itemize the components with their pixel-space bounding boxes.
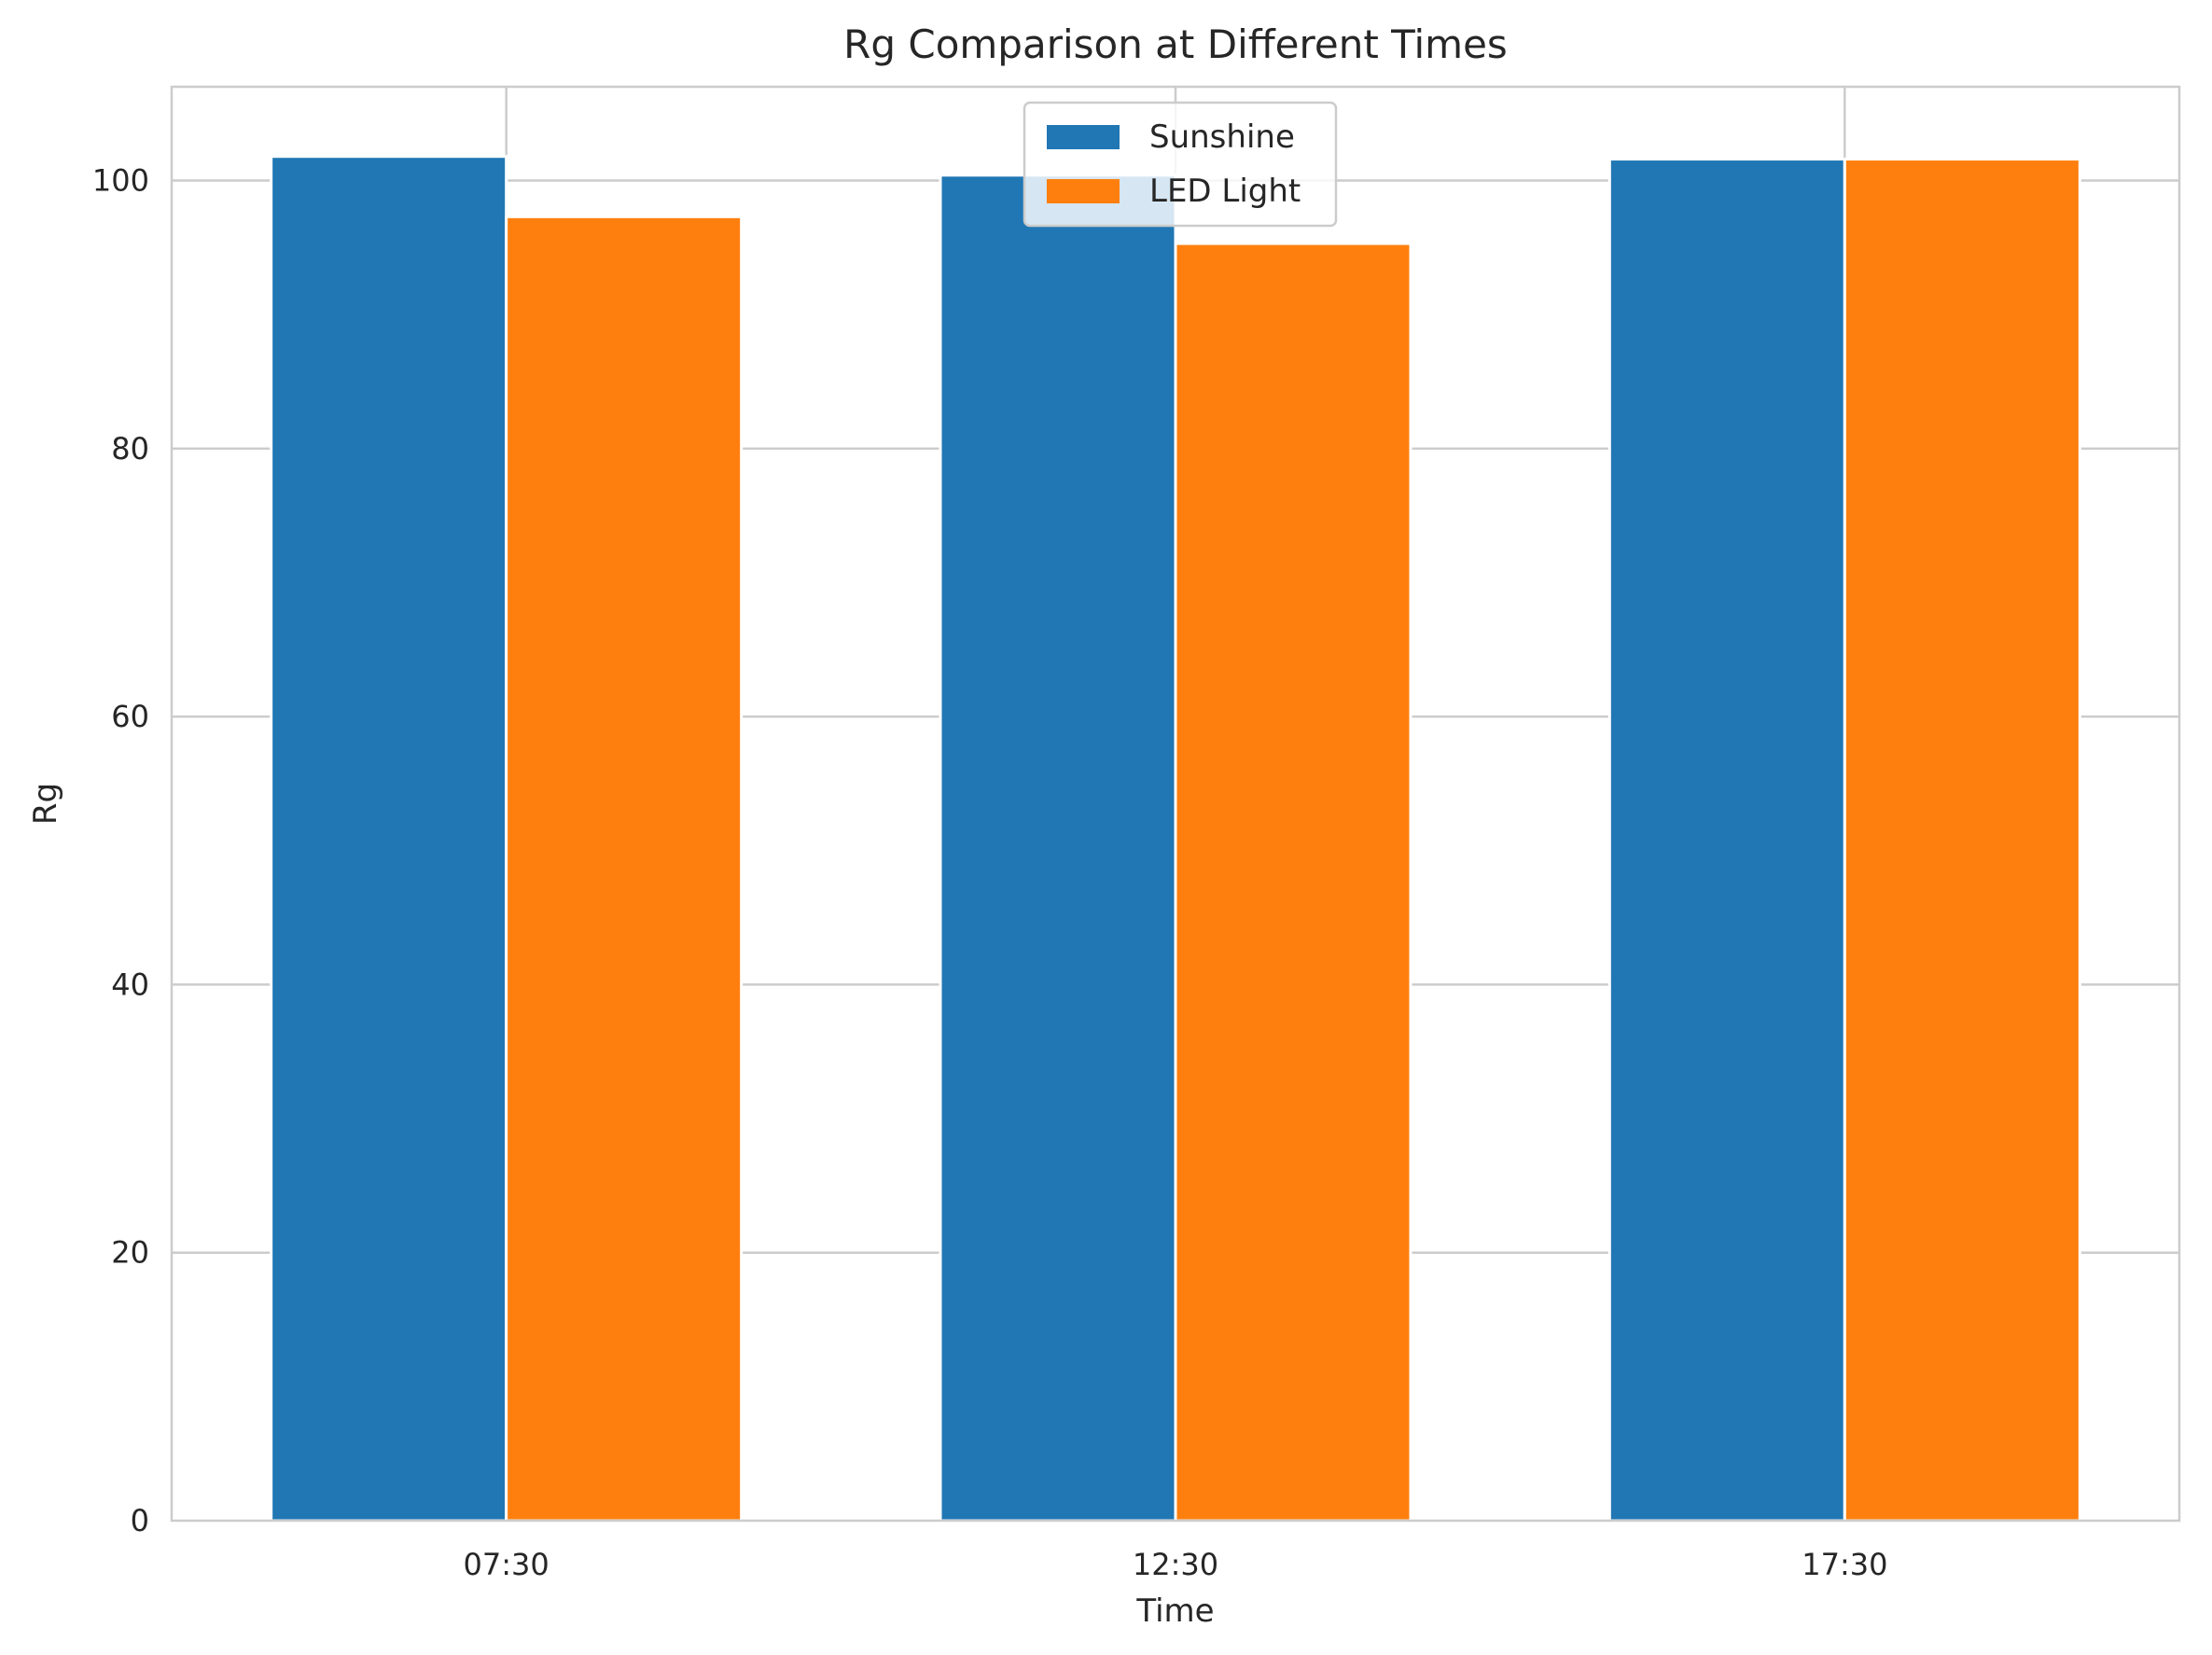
bar-led-light-2 [1843,158,2081,1523]
legend-swatch [1047,125,1120,149]
y-tick-label: 60 [111,699,149,734]
y-tick-label: 80 [111,431,149,466]
x-tick-labels: 07:30 12:30 17:30 [464,1547,1888,1582]
y-axis-label: Rg [27,783,64,825]
bar-sunshine-0 [270,155,508,1523]
bar-led-light-1 [1174,242,1412,1523]
bar-sunshine-2 [1607,158,1846,1523]
y-tick-label: 0 [131,1503,149,1538]
y-tick-label: 20 [111,1235,149,1271]
legend-label: LED Light [1149,173,1301,210]
plot-frame [170,85,2181,1523]
y-tick-label: 40 [111,967,149,1002]
bar-sunshine-1 [939,174,1177,1523]
y-tick-labels: 0 20 40 60 80 100 [92,163,149,1538]
legend-label: Sunshine [1149,118,1295,156]
bar-led-light-0 [505,215,744,1523]
x-tick-label: 07:30 [464,1547,550,1582]
legend-swatch [1047,179,1120,203]
x-axis-label: Time [1135,1592,1214,1630]
chart-title: Rg Comparison at Different Times [843,21,1508,67]
x-tick-label: 17:30 [1802,1547,1887,1582]
bars [270,155,2081,1523]
y-tick-label: 100 [92,163,149,199]
x-tick-label: 12:30 [1133,1547,1218,1582]
legend: Sunshine LED Light [1023,101,1338,228]
